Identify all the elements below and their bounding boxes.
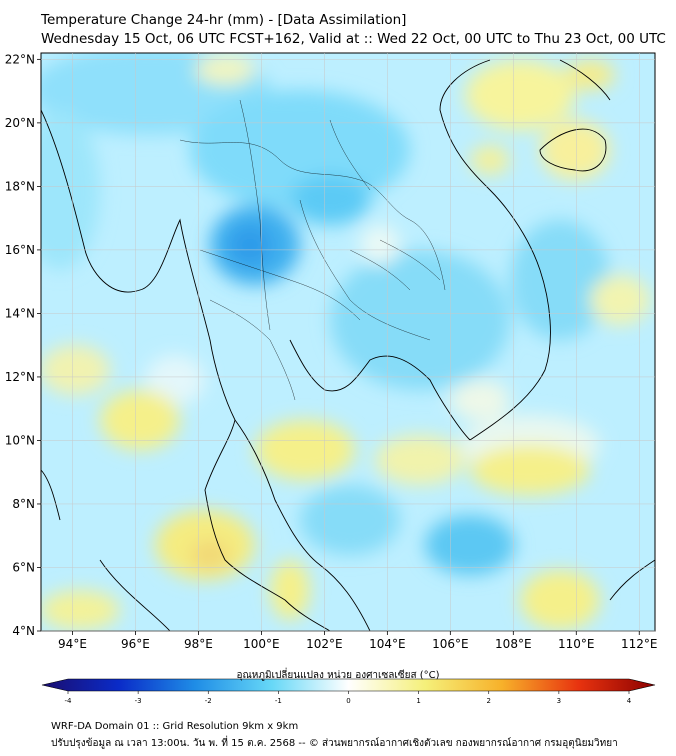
colorbar-tick-label: -2 [205, 697, 212, 705]
colorbar-tick-label: 2 [487, 697, 491, 705]
colorbar-tick-label: 0 [346, 697, 350, 705]
lon-tick-label: 106°E [432, 637, 469, 651]
lon-tick-label: 100°E [243, 637, 280, 651]
lon-tick-label: 96°E [121, 637, 150, 651]
lat-tick-label: 22°N [5, 52, 35, 66]
lon-tick-label: 102°E [306, 637, 343, 651]
lat-tick-label: 10°N [5, 433, 35, 447]
temperature-map: 22°N 20°N 18°N 16°N 14°N 12°N 10°N 8°N 6°N 4°N 94… [5, 52, 658, 705]
latitude-axis: 22°N 20°N 18°N 16°N 14°N 12°N 10°N 8°N 6°N 4°N [5, 52, 41, 638]
lon-tick-label: 112°E [621, 637, 658, 651]
lon-tick-label: 110°E [558, 637, 595, 651]
lat-tick-label: 18°N [5, 179, 35, 193]
lon-tick-label: 104°E [369, 637, 406, 651]
colorbar-tick-label: -3 [135, 697, 142, 705]
colorbar-tick-label: 1 [416, 697, 420, 705]
lon-tick-label: 94°E [58, 637, 87, 651]
longitude-axis: 94°E 96°E 98°E 100°E 102°E 104°E 106°E 108°E 110… [58, 631, 658, 651]
lat-tick-label: 14°N [5, 306, 35, 320]
coastlines [41, 59, 655, 631]
colorbar-tick-label: 3 [557, 697, 561, 705]
lat-tick-label: 12°N [5, 370, 35, 384]
admin-borders [179, 99, 446, 401]
colorbar-tick-label: -4 [65, 697, 73, 705]
update-credit: ปรับปรุงข้อมูล ณ เวลา 13:00น. วัน พ. ที่… [51, 738, 618, 749]
colorbar-tick-label: -1 [275, 697, 282, 705]
gridlines [41, 53, 655, 632]
colorbar: -4 -3 -2 -1 0 1 2 3 4 [41, 678, 656, 705]
colorbar-label: อุณหภูมิเปลี่ยนแปลง หน่วย องศาเซลเซียส (… [236, 670, 440, 681]
temperature-field [41, 53, 655, 631]
lat-tick-label: 6°N [12, 560, 35, 574]
lat-tick-label: 4°N [12, 624, 35, 638]
lon-tick-label: 98°E [184, 637, 213, 651]
model-info: WRF-DA Domain 01 :: Grid Resolution 9km … [51, 721, 299, 732]
lat-tick-label: 20°N [5, 116, 35, 130]
colorbar-tick-label: 4 [627, 697, 632, 705]
lat-tick-label: 8°N [12, 497, 35, 511]
map-subtitle: Wednesday 15 Oct, 06 UTC FCST+162, Valid… [41, 31, 666, 47]
lat-tick-label: 16°N [5, 243, 35, 257]
lon-tick-label: 108°E [495, 637, 532, 651]
map-title: Temperature Change 24-hr (mm) - [Data As… [41, 12, 407, 28]
